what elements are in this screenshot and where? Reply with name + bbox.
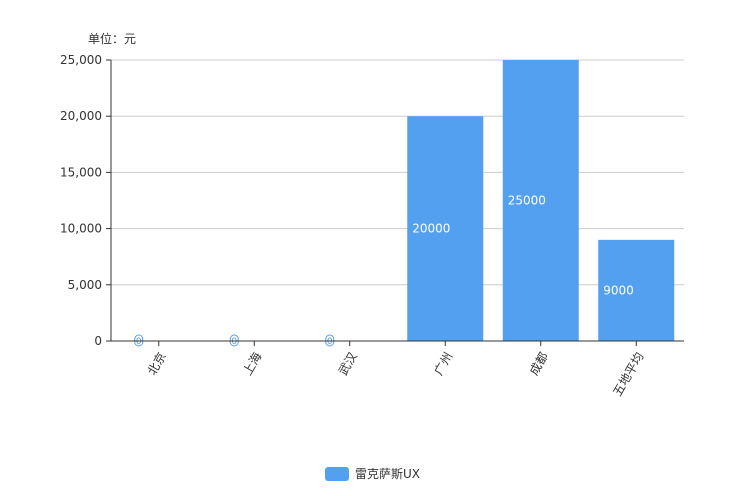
x-tick-label: 上海 — [239, 349, 264, 377]
legend-swatch[interactable] — [325, 467, 349, 481]
data-label: 0 — [136, 337, 142, 347]
legend[interactable]: 雷克萨斯UX — [325, 467, 420, 481]
y-tick-label: 15,000 — [60, 165, 102, 179]
x-tick-label: 武汉 — [336, 350, 360, 378]
y-axis: 0 5,000 10,000 15,000 20,000 25,000 — [60, 53, 112, 348]
data-label: 0 — [327, 337, 333, 347]
x-tick-label: 北京 — [145, 350, 169, 378]
x-axis: 北京 上海 武汉 广州 成都 五地平均 — [111, 340, 684, 399]
bar[interactable] — [502, 60, 579, 341]
data-label: 20000 — [412, 222, 450, 236]
y-tick-label: 0 — [94, 334, 102, 348]
x-tick-label: 广州 — [431, 350, 455, 378]
data-label: 25000 — [508, 194, 546, 208]
y-tick-label: 25,000 — [60, 53, 102, 67]
unit-label: 单位：元 — [88, 31, 136, 46]
gridlines — [111, 59, 684, 286]
bars: 0 0 0 20000 25000 9000 — [134, 60, 675, 347]
y-tick-label: 5,000 — [68, 278, 102, 292]
data-label: 0 — [231, 337, 237, 347]
bar[interactable] — [598, 239, 675, 341]
x-tick-label: 成都 — [527, 350, 551, 378]
y-tick-label: 20,000 — [60, 109, 102, 123]
legend-label[interactable]: 雷克萨斯UX — [355, 467, 420, 481]
data-label: 9000 — [603, 283, 634, 297]
bar[interactable] — [407, 116, 484, 341]
y-tick-label: 10,000 — [60, 222, 102, 236]
x-tick-label: 五地平均 — [610, 350, 646, 399]
